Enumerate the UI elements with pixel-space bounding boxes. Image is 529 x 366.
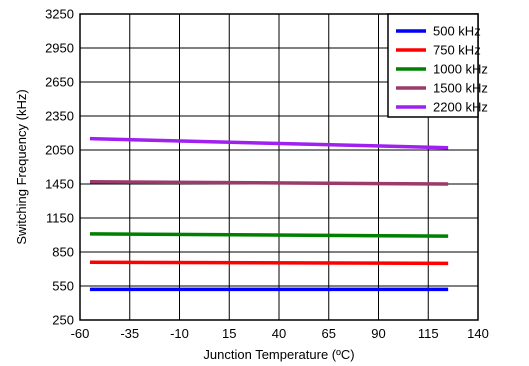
y-axis-label: Switching Frequency (kHz) <box>14 89 29 244</box>
y-tick-label: 3250 <box>45 7 74 22</box>
x-tick-label: 90 <box>371 326 385 341</box>
x-tick-label: -60 <box>71 326 90 341</box>
y-tick-label: 1450 <box>45 177 74 192</box>
x-tick-label: -10 <box>170 326 189 341</box>
y-tick-label: 250 <box>52 313 74 328</box>
legend-items: 500 kHz 750 kHz 1000 kHz 1500 kHz 2200 kHz <box>396 24 488 115</box>
x-tick-label: -35 <box>120 326 139 341</box>
legend-label-2: 1000 kHz <box>433 62 488 77</box>
legend-label-0: 500 kHz <box>433 24 481 39</box>
y-tick-label: 2050 <box>45 143 74 158</box>
y-tick-label: 2950 <box>45 41 74 56</box>
x-tick-label: 15 <box>222 326 236 341</box>
legend-label-4: 2200 kHz <box>433 100 488 115</box>
x-tick-label: 115 <box>418 326 439 341</box>
legend: 500 kHz 750 kHz 1000 kHz 1500 kHz 2200 kHz <box>387 13 488 118</box>
y-tick-label: 2650 <box>45 75 74 90</box>
series-line-4 <box>89 136 449 150</box>
series-lines <box>89 136 449 292</box>
x-axis-label: Junction Temperature (ºC) <box>203 347 354 362</box>
x-tick-label: 140 <box>467 326 489 341</box>
y-tick-label: 550 <box>52 279 74 294</box>
x-tick-label: 65 <box>322 326 336 341</box>
y-tick-labels: 250 550 850 1150 1450 2050 2350 2650 2950 3250 <box>45 7 74 328</box>
x-tick-labels: -60 -35 -10 15 40 65 90 115 140 <box>71 326 489 341</box>
y-tick-label: 2350 <box>45 109 74 124</box>
plot-frame <box>79 13 479 321</box>
legend-label-1: 750 kHz <box>433 43 481 58</box>
y-tick-label: 850 <box>52 245 74 260</box>
x-tick-label: 40 <box>272 326 286 341</box>
legend-label-3: 1500 kHz <box>433 81 488 96</box>
y-tick-label: 1150 <box>46 211 74 226</box>
series-line-3 <box>89 179 449 186</box>
series-line-1 <box>89 260 449 266</box>
series-line-2 <box>89 232 449 238</box>
